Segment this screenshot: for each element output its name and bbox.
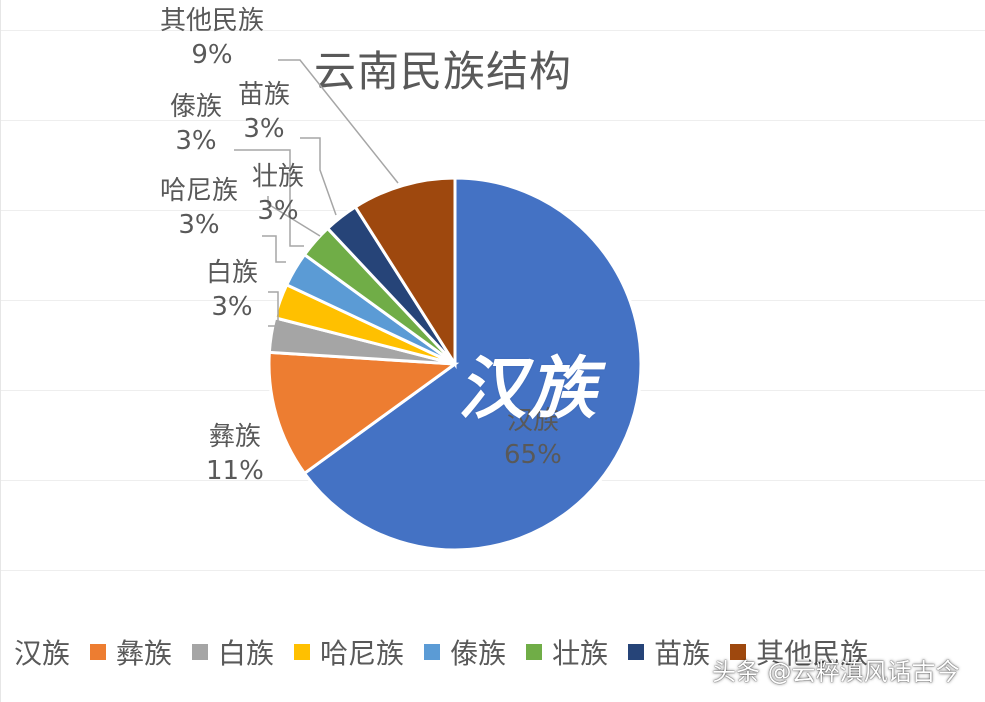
- legend-swatch: [192, 644, 209, 660]
- legend-item: 汉族: [14, 632, 70, 672]
- legend-item: 彝族: [90, 632, 172, 672]
- data-label-bai-name: 白族: [206, 258, 259, 288]
- data-label-zhuang-value: 3%: [257, 196, 299, 226]
- data-label-miao: 苗族 3%: [238, 78, 290, 146]
- legend-label: 哈尼族: [320, 637, 405, 670]
- data-label-other-value: 9%: [191, 40, 233, 70]
- data-label-hani-name: 哈尼族: [160, 176, 239, 206]
- leader-line-bai: [268, 291, 279, 327]
- legend-label: 白族: [218, 637, 275, 670]
- legend-label: 壮族: [552, 637, 609, 670]
- legend-item: 哈尼族: [294, 632, 404, 672]
- legend: 汉族 彝族 白族 哈尼族 傣族 壮族 苗族 其他民族: [14, 630, 888, 674]
- data-label-other: 其他民族 9%: [160, 4, 264, 72]
- pie-slice-1: [267, 350, 460, 476]
- leader-line-zhuang: [267, 196, 321, 237]
- data-label-miao-name: 苗族: [238, 80, 291, 110]
- data-label-yi-value: 11%: [206, 456, 264, 486]
- data-label-zhuang-name: 壮族: [252, 162, 305, 192]
- data-label-dai-value: 3%: [175, 126, 217, 156]
- data-label-hani-value: 3%: [178, 210, 220, 240]
- legend-item: 壮族: [526, 632, 608, 672]
- chart-title: 云南民族结构: [314, 47, 573, 96]
- leader-line-other: [278, 59, 399, 184]
- legend-label: 彝族: [116, 637, 173, 670]
- leader-line-dai: [234, 149, 304, 247]
- legend-label: 汉族: [14, 637, 71, 670]
- leader-line-hani: [262, 235, 286, 263]
- data-label-han-value: 65%: [504, 440, 562, 470]
- data-label-miao-value: 3%: [243, 114, 285, 144]
- legend-item: 白族: [192, 632, 274, 672]
- data-label-han: 汉族 65%: [504, 404, 562, 472]
- grid-line: [0, 30, 985, 31]
- legend-swatch: [90, 644, 107, 660]
- data-label-yi-name: 彝族: [208, 422, 261, 452]
- data-label-han-name: 汉族: [506, 406, 559, 436]
- grid-vline: [0, 0, 1, 702]
- legend-swatch: [424, 644, 441, 660]
- legend-swatch: [526, 644, 543, 660]
- legend-swatch: [730, 644, 747, 660]
- data-label-dai-name: 傣族: [170, 92, 223, 122]
- grid-line: [0, 120, 985, 121]
- data-label-bai-value: 3%: [211, 292, 253, 322]
- leader-line-miao: [300, 137, 337, 216]
- legend-item: 苗族: [628, 632, 710, 672]
- data-label-zhuang: 壮族 3%: [252, 160, 304, 228]
- legend-label: 傣族: [450, 637, 507, 670]
- legend-item: 傣族: [424, 632, 506, 672]
- pie-slice-7: [353, 176, 457, 370]
- legend-label: 苗族: [654, 637, 711, 670]
- watermark: 头条 @云粹滇风话古今: [712, 658, 960, 686]
- data-label-hani: 哈尼族 3%: [160, 174, 238, 242]
- data-label-other-name: 其他民族: [160, 6, 265, 36]
- grid-line: [0, 570, 985, 571]
- legend-label: 其他民族: [756, 637, 869, 670]
- pie-slice-0: [302, 176, 643, 552]
- overlay-title-text: 汉族: [458, 350, 599, 429]
- data-label-yi: 彝族 11%: [206, 420, 264, 488]
- data-label-dai: 傣族 3%: [170, 90, 222, 158]
- legend-item: 其他民族: [730, 632, 868, 672]
- data-label-bai: 白族 3%: [206, 256, 258, 324]
- legend-swatch: [294, 644, 311, 660]
- legend-swatch: [628, 644, 645, 660]
